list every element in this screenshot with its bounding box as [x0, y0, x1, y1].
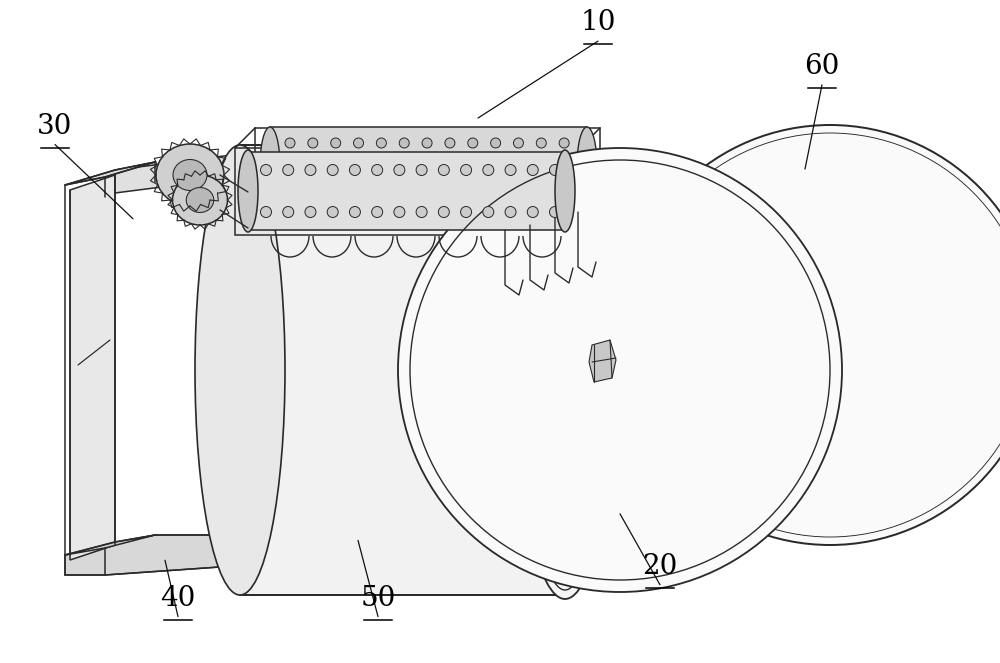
Ellipse shape [505, 206, 516, 217]
Ellipse shape [260, 206, 272, 217]
Ellipse shape [620, 125, 1000, 545]
Ellipse shape [195, 145, 285, 595]
Ellipse shape [260, 164, 272, 176]
Ellipse shape [156, 144, 224, 206]
Polygon shape [65, 535, 155, 555]
Ellipse shape [305, 206, 316, 217]
Ellipse shape [327, 206, 338, 217]
Ellipse shape [285, 184, 295, 194]
Polygon shape [240, 145, 565, 595]
Ellipse shape [483, 164, 494, 176]
Ellipse shape [260, 127, 280, 205]
Ellipse shape [354, 138, 364, 148]
Ellipse shape [468, 138, 478, 148]
Ellipse shape [468, 184, 478, 194]
Ellipse shape [422, 184, 432, 194]
Ellipse shape [285, 138, 295, 148]
Ellipse shape [483, 206, 494, 217]
Ellipse shape [331, 184, 341, 194]
Ellipse shape [331, 138, 341, 148]
Ellipse shape [376, 184, 386, 194]
Ellipse shape [186, 188, 214, 213]
Polygon shape [70, 175, 115, 560]
Ellipse shape [394, 206, 405, 217]
Ellipse shape [349, 206, 360, 217]
Ellipse shape [238, 150, 258, 232]
Ellipse shape [399, 138, 409, 148]
Ellipse shape [445, 184, 455, 194]
Ellipse shape [582, 184, 592, 194]
Ellipse shape [398, 148, 842, 592]
Ellipse shape [555, 150, 575, 232]
Ellipse shape [513, 138, 523, 148]
Ellipse shape [505, 164, 516, 176]
Ellipse shape [445, 138, 455, 148]
Ellipse shape [461, 206, 472, 217]
Ellipse shape [536, 184, 546, 194]
Text: 20: 20 [642, 553, 678, 579]
Ellipse shape [173, 175, 228, 225]
Polygon shape [115, 152, 255, 193]
Ellipse shape [438, 164, 449, 176]
Ellipse shape [416, 206, 427, 217]
Ellipse shape [305, 164, 316, 176]
Ellipse shape [491, 138, 501, 148]
Ellipse shape [491, 184, 501, 194]
Ellipse shape [582, 138, 592, 148]
Ellipse shape [349, 164, 360, 176]
Ellipse shape [461, 164, 472, 176]
Ellipse shape [283, 206, 294, 217]
Ellipse shape [399, 184, 409, 194]
Ellipse shape [372, 164, 383, 176]
Ellipse shape [527, 164, 538, 176]
Ellipse shape [527, 206, 538, 217]
Ellipse shape [550, 206, 560, 217]
Ellipse shape [577, 127, 597, 205]
Text: 50: 50 [360, 585, 396, 611]
Ellipse shape [376, 138, 386, 148]
Polygon shape [248, 152, 565, 230]
Ellipse shape [513, 184, 523, 194]
Ellipse shape [554, 345, 576, 395]
Ellipse shape [438, 206, 449, 217]
Ellipse shape [308, 184, 318, 194]
Ellipse shape [416, 164, 427, 176]
Ellipse shape [516, 141, 614, 599]
Ellipse shape [354, 184, 364, 194]
Ellipse shape [550, 337, 580, 402]
Polygon shape [65, 535, 320, 575]
Ellipse shape [327, 164, 338, 176]
Text: 10: 10 [580, 9, 616, 36]
Ellipse shape [559, 138, 569, 148]
Polygon shape [270, 127, 587, 205]
Ellipse shape [308, 138, 318, 148]
Text: 60: 60 [804, 53, 840, 80]
Ellipse shape [550, 164, 560, 176]
Ellipse shape [422, 138, 432, 148]
Ellipse shape [559, 184, 569, 194]
Text: 30: 30 [37, 113, 73, 139]
Text: 40: 40 [160, 585, 196, 611]
Ellipse shape [283, 164, 294, 176]
Ellipse shape [394, 164, 405, 176]
Polygon shape [589, 340, 616, 382]
Ellipse shape [536, 138, 546, 148]
Polygon shape [65, 162, 155, 185]
Ellipse shape [173, 160, 207, 190]
Ellipse shape [372, 206, 383, 217]
